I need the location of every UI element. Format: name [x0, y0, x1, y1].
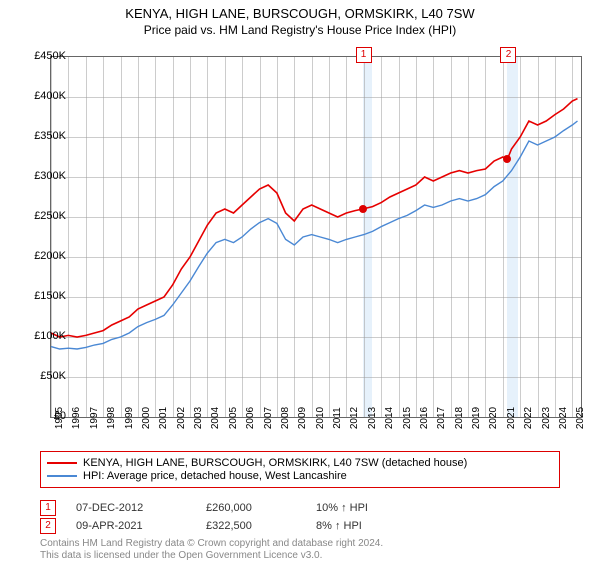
x-tick-label: 1997 — [89, 407, 100, 429]
y-tick-label: £150K — [26, 290, 66, 302]
footer-line-1: Contains HM Land Registry data © Crown c… — [40, 538, 383, 550]
sales-table: 1 07-DEC-2012 £260,000 10% ↑ HPI 2 09-APR-202… — [40, 498, 580, 536]
x-tick-label: 2012 — [349, 407, 360, 429]
sale-marker-dot — [503, 155, 511, 163]
x-tick-label: 2006 — [245, 407, 256, 429]
x-tick-label: 2024 — [558, 407, 569, 429]
y-tick-label: £250K — [26, 210, 66, 222]
sale-row-marker: 1 — [40, 500, 56, 516]
sale-price: £260,000 — [206, 502, 296, 514]
sale-row: 1 07-DEC-2012 £260,000 10% ↑ HPI — [40, 500, 580, 516]
x-tick-label: 2021 — [506, 407, 517, 429]
sale-delta: 10% ↑ HPI — [316, 502, 368, 514]
legend-item: KENYA, HIGH LANE, BURSCOUGH, ORMSKIRK, L… — [47, 457, 553, 469]
x-tick-label: 2000 — [141, 407, 152, 429]
x-tick-label: 2005 — [228, 407, 239, 429]
sale-marker-dot — [359, 205, 367, 213]
y-tick-label: £300K — [26, 170, 66, 182]
y-tick-label: £400K — [26, 90, 66, 102]
x-tick-label: 2020 — [488, 407, 499, 429]
sale-row: 2 09-APR-2021 £322,500 8% ↑ HPI — [40, 518, 580, 534]
x-tick-label: 1998 — [106, 407, 117, 429]
x-tick-label: 2018 — [454, 407, 465, 429]
x-tick-label: 1996 — [71, 407, 82, 429]
legend-box: KENYA, HIGH LANE, BURSCOUGH, ORMSKIRK, L… — [40, 451, 560, 488]
sale-marker-box: 1 — [356, 47, 372, 63]
x-tick-label: 2015 — [402, 407, 413, 429]
x-tick-label: 2022 — [523, 407, 534, 429]
series-line — [51, 99, 578, 337]
y-tick-label: £100K — [26, 330, 66, 342]
chart-title: KENYA, HIGH LANE, BURSCOUGH, ORMSKIRK, L… — [0, 6, 600, 21]
footer-text: Contains HM Land Registry data © Crown c… — [40, 538, 383, 562]
sale-date: 07-DEC-2012 — [76, 502, 186, 514]
x-tick-label: 2007 — [263, 407, 274, 429]
x-tick-label: 2017 — [436, 407, 447, 429]
y-tick-label: £450K — [26, 50, 66, 62]
legend-swatch — [47, 462, 77, 464]
x-tick-label: 2009 — [297, 407, 308, 429]
x-tick-label: 2003 — [193, 407, 204, 429]
sale-price: £322,500 — [206, 520, 296, 532]
x-tick-label: 2013 — [367, 407, 378, 429]
x-tick-label: 2014 — [384, 407, 395, 429]
chart-container: KENYA, HIGH LANE, BURSCOUGH, ORMSKIRK, L… — [0, 6, 600, 566]
x-tick-label: 1999 — [124, 407, 135, 429]
x-tick-label: 2011 — [332, 407, 343, 429]
x-tick-label: 2008 — [280, 407, 291, 429]
sale-row-marker: 2 — [40, 518, 56, 534]
x-tick-label: 2002 — [176, 407, 187, 429]
x-tick-label: 2019 — [471, 407, 482, 429]
legend-item: HPI: Average price, detached house, West… — [47, 470, 553, 482]
sale-delta: 8% ↑ HPI — [316, 520, 362, 532]
legend-label: HPI: Average price, detached house, West… — [83, 470, 347, 482]
sale-date: 09-APR-2021 — [76, 520, 186, 532]
x-tick-label: 2004 — [210, 407, 221, 429]
x-tick-label: 2010 — [315, 407, 326, 429]
x-tick-label: 2023 — [541, 407, 552, 429]
x-tick-label: 2001 — [158, 407, 169, 429]
legend-label: KENYA, HIGH LANE, BURSCOUGH, ORMSKIRK, L… — [83, 457, 467, 469]
footer-line-2: This data is licensed under the Open Gov… — [40, 550, 383, 562]
series-line — [51, 121, 578, 349]
x-tick-label: 1995 — [54, 407, 65, 429]
x-tick-label: 2025 — [575, 407, 586, 429]
plot-area: 12 — [50, 56, 582, 418]
y-tick-label: £350K — [26, 130, 66, 142]
chart-subtitle: Price paid vs. HM Land Registry's House … — [0, 23, 600, 37]
x-tick-label: 2016 — [419, 407, 430, 429]
legend-swatch — [47, 475, 77, 477]
sale-marker-box: 2 — [500, 47, 516, 63]
y-tick-label: £50K — [26, 370, 66, 382]
line-layer — [51, 57, 581, 417]
y-tick-label: £200K — [26, 250, 66, 262]
